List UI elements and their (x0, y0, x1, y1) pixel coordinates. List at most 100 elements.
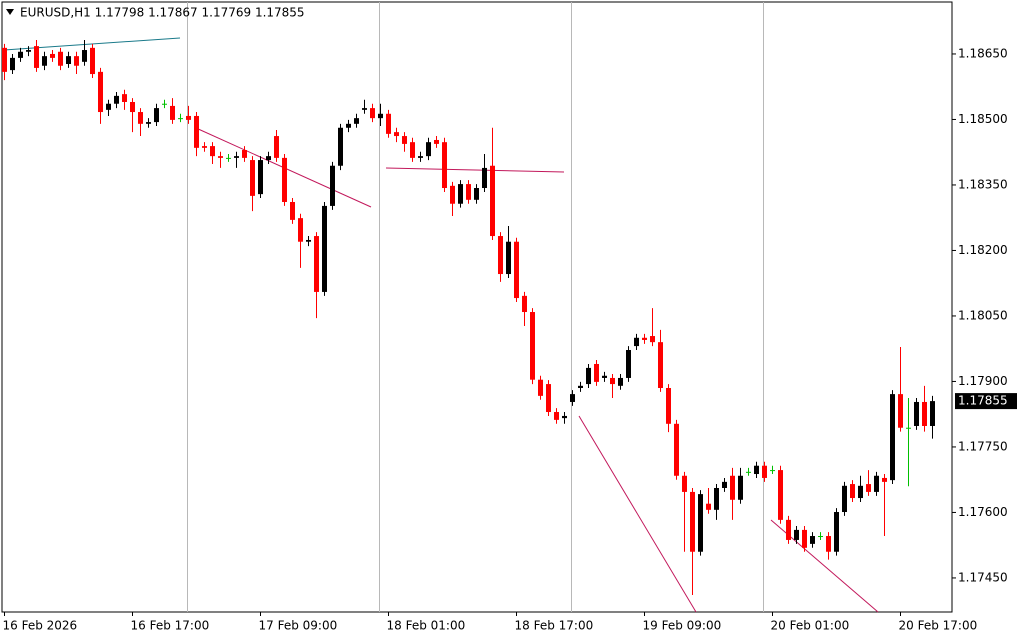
candle-body (250, 160, 255, 196)
candle-body (234, 156, 239, 158)
candle-body (306, 239, 311, 242)
candle-body (634, 337, 639, 347)
candle-body (74, 56, 79, 66)
candle-body (826, 536, 831, 552)
candle-body (754, 465, 759, 475)
candle-body (34, 46, 39, 68)
candle-body (738, 475, 743, 500)
menu-triangle[interactable] (6, 9, 14, 15)
candle-body (626, 350, 631, 378)
candle-body (210, 146, 215, 157)
candle-body (490, 165, 495, 237)
candle-body (906, 427, 911, 429)
candle-body (170, 105, 175, 120)
candle-body (338, 127, 343, 166)
candle-body (218, 156, 223, 158)
candle-body (874, 475, 879, 492)
candle-body (442, 142, 447, 189)
candle-body (498, 236, 503, 275)
candle-body (282, 157, 287, 202)
candle-body (138, 112, 143, 124)
y-tick-label: 1.18650 (958, 46, 1008, 60)
candle-body (266, 156, 271, 161)
candle-body (314, 236, 319, 292)
x-tick-label: 20 Feb 01:00 (771, 619, 850, 633)
trendline (385, 167, 565, 173)
candle-body (10, 57, 15, 71)
candle-body (762, 465, 767, 478)
candle-body (378, 113, 383, 119)
candle-body (794, 529, 799, 540)
candle-body (562, 415, 567, 419)
candle-body (730, 475, 735, 500)
candle-body (546, 384, 551, 413)
candle-body (394, 132, 399, 137)
y-tick-label: 1.17900 (958, 374, 1008, 388)
candle-body (466, 184, 471, 200)
candle-body (810, 536, 815, 544)
candle-body (514, 241, 519, 299)
candle-body (690, 491, 695, 552)
candle-body (482, 167, 487, 189)
price-marker-label: 1.17855 (958, 394, 1008, 408)
candle-body (386, 113, 391, 134)
candles (2, 39, 935, 595)
y-tick-label: 1.17600 (958, 505, 1008, 519)
candle-body (226, 157, 231, 159)
candle-body (98, 71, 103, 113)
candle-body (746, 471, 751, 473)
candle-body (458, 184, 463, 204)
candle-body (834, 512, 839, 552)
candle-body (666, 387, 671, 424)
candle-body (90, 47, 95, 75)
candle-body (674, 423, 679, 476)
candle-body (570, 394, 575, 402)
candle-body (274, 136, 279, 158)
candle-body (722, 481, 727, 488)
candle-body (658, 342, 663, 388)
candle-body (706, 503, 711, 510)
y-tick-label: 1.18350 (958, 177, 1008, 191)
x-tick-label: 16 Feb 17:00 (131, 619, 210, 633)
candle-body (370, 108, 375, 119)
candle-body (330, 165, 335, 206)
candle-body (898, 394, 903, 428)
candle-body (474, 188, 479, 200)
y-tick-label: 1.18050 (958, 308, 1008, 322)
candle-body (522, 295, 527, 313)
candle-body (642, 337, 647, 340)
candle-body (242, 150, 247, 158)
candle-body (602, 375, 607, 378)
candle-body (618, 377, 623, 386)
candle-body (322, 205, 327, 292)
candle-body (26, 50, 31, 52)
candle-body (586, 367, 591, 385)
candle-body (50, 53, 55, 58)
day-separators (187, 2, 764, 612)
candle-body (18, 51, 23, 58)
candle-body (594, 363, 599, 382)
y-tick-label: 1.18200 (958, 243, 1008, 257)
candle-body (802, 529, 807, 548)
candle-body (650, 336, 655, 343)
candle-body (146, 122, 151, 124)
candle-body (130, 101, 135, 113)
candle-body (818, 536, 823, 538)
candle-body (426, 142, 431, 157)
candle-body (178, 118, 183, 120)
candle-body (154, 108, 159, 123)
candle-body (82, 50, 87, 62)
candle-body (770, 470, 775, 472)
candle-body (434, 139, 439, 144)
y-tick-label: 1.17450 (958, 570, 1008, 584)
plot-frame (1, 1, 953, 613)
candle-body (578, 385, 583, 388)
candle-body (402, 136, 407, 144)
candle-body (194, 115, 199, 148)
candle-body (346, 123, 351, 128)
x-tick-label: 20 Feb 17:00 (899, 619, 978, 633)
candle-body (122, 94, 127, 102)
x-tick-label: 17 Feb 09:00 (259, 619, 338, 633)
